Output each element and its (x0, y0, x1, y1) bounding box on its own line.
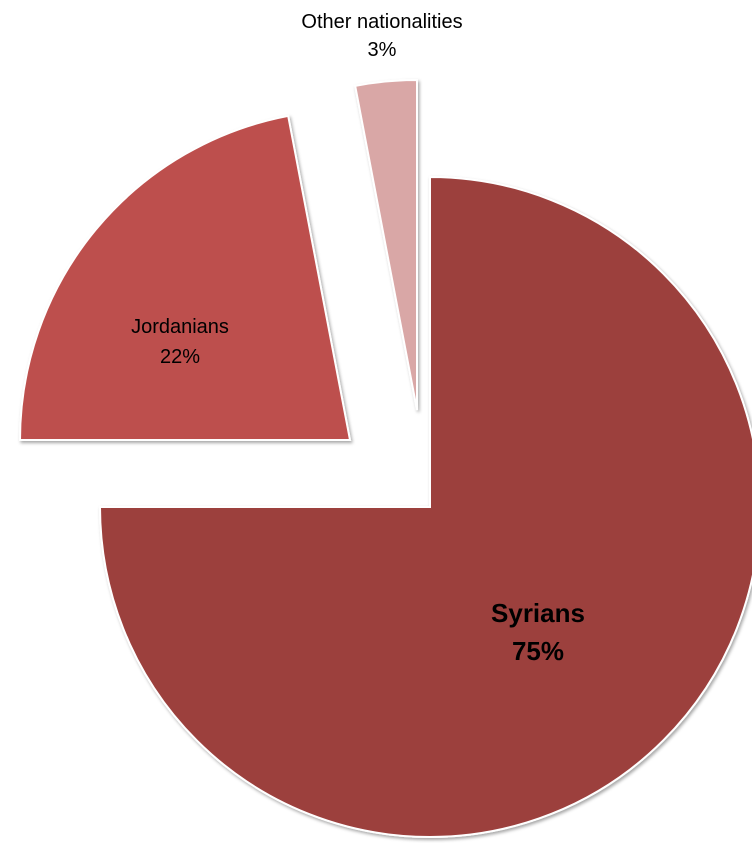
pie-labels: Syrians 75% Jordanians 22% Other nationaliti… (131, 11, 585, 666)
slice-value-label: 75% (512, 636, 564, 666)
slice-label: Jordanians (131, 316, 229, 338)
pie-slice-jordanians (18, 114, 352, 441)
slice-value-label: 3% (368, 39, 397, 61)
slice-label: Other nationalities (301, 11, 462, 33)
pie-slices (18, 78, 752, 838)
slice-label: Syrians (491, 598, 585, 628)
pie-slice-other-nationalities (353, 78, 418, 411)
slice-value-label: 22% (160, 346, 200, 368)
pie-slice-syrians (98, 175, 752, 838)
